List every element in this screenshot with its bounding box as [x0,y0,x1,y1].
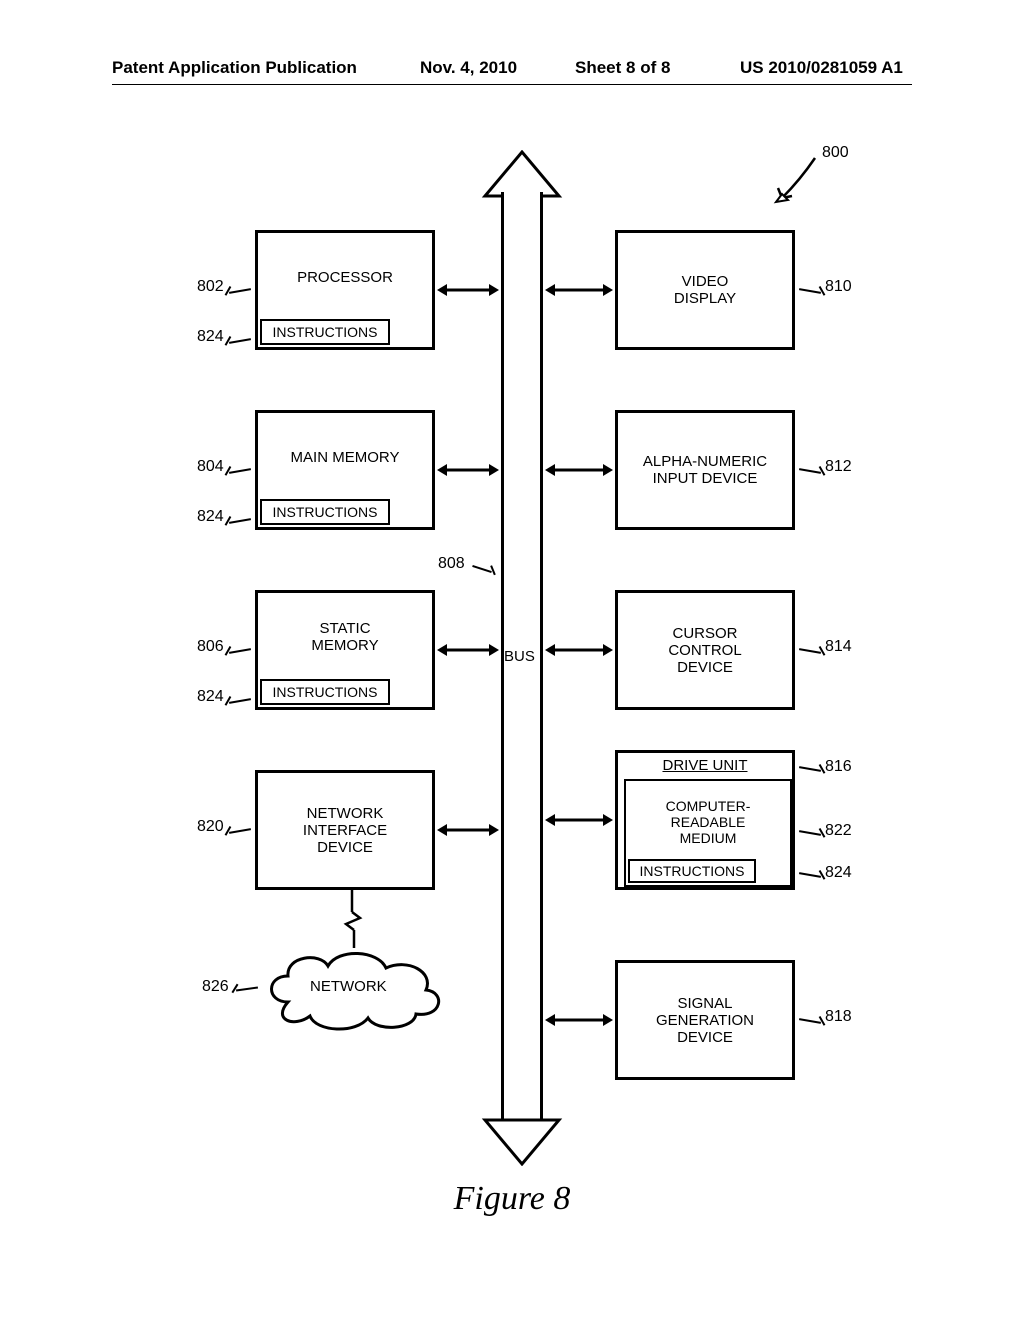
block-label: ALPHA-NUMERIC INPUT DEVICE [643,453,767,487]
ref-label: 824 [197,508,224,526]
block-static-memory: STATIC MEMORYINSTRUCTIONS [255,590,435,710]
bus-connector [543,642,615,658]
block-main-memory: MAIN MEMORY INSTRUCTIONS [255,410,435,530]
block-cursor-control: CURSOR CONTROL DEVICE [615,590,795,710]
block-label: PROCESSOR [297,269,393,312]
ref-label: 812 [825,458,852,476]
ref-label: 824 [825,864,852,882]
ref-tick [799,468,821,474]
block-label: MAIN MEMORY [291,449,400,492]
ref-label: 824 [197,688,224,706]
ref-tick [229,468,251,474]
ref-tick [229,338,251,344]
bus-connector [435,822,501,838]
instructions-box: INSTRUCTIONS [628,859,756,883]
block-diagram: 800 BUS 808 PROCESSORINSTRUCTIONS802824 … [0,150,1024,1150]
ref-label: 802 [197,278,224,296]
overall-ref-label: 800 [822,144,849,162]
block-label: VIDEO DISPLAY [674,273,736,307]
header-rule [112,84,912,85]
ref-tick [799,648,821,654]
ref-label: 822 [825,822,852,840]
block-alpha-input: ALPHA-NUMERIC INPUT DEVICE [615,410,795,530]
nested-medium-box: COMPUTER- READABLE MEDIUMINSTRUCTIONS [624,779,792,887]
bus-label: BUS [504,648,535,665]
bus-connector [435,282,501,298]
bus-connector [543,282,615,298]
bus-arrow-bottom [481,1116,563,1166]
bus-connector [543,462,615,478]
ref-tick [799,288,821,294]
bus-connector [435,642,501,658]
ref-tick [229,828,251,834]
figure-caption: Figure 8 [0,1180,1024,1218]
instructions-box: INSTRUCTIONS [260,319,390,345]
header-date: Nov. 4, 2010 [420,58,517,78]
block-signal-gen: SIGNAL GENERATION DEVICE [615,960,795,1080]
ref-tick [799,766,821,772]
block-label: SIGNAL GENERATION DEVICE [656,995,754,1046]
overall-ref-pointer [770,150,830,210]
block-video-display: VIDEO DISPLAY [615,230,795,350]
bus-connector [543,1012,615,1028]
block-label: NETWORK INTERFACE DEVICE [303,805,387,856]
block-label: STATIC MEMORY [311,620,378,680]
header-patent-number: US 2010/0281059 A1 [740,58,903,78]
page: Patent Application Publication Nov. 4, 2… [0,0,1024,1320]
ref-tick [229,518,251,524]
bus-ref-tick [472,565,492,573]
instructions-box: INSTRUCTIONS [260,679,390,705]
cloud-ref-tick [236,986,258,991]
ref-tick [799,1018,821,1024]
ref-label: 816 [825,758,852,776]
block-net-interface: NETWORK INTERFACE DEVICE [255,770,435,890]
bus-connector [435,462,501,478]
block-label: DRIVE UNIT [618,757,792,774]
net-to-cloud-line [340,890,370,950]
block-processor: PROCESSOR INSTRUCTIONS [255,230,435,350]
ref-tick [799,872,821,878]
ref-label: 820 [197,818,224,836]
instructions-box: INSTRUCTIONS [260,499,390,525]
bus-connector [543,812,615,828]
header-publication: Patent Application Publication [112,58,357,78]
ref-tick [229,648,251,654]
ref-label: 824 [197,328,224,346]
header-sheet: Sheet 8 of 8 [575,58,670,78]
ref-tick [229,698,251,704]
cloud-label: NETWORK [310,978,387,995]
bus-ref-label: 808 [438,555,465,573]
ref-label: 818 [825,1008,852,1026]
ref-label: 814 [825,638,852,656]
ref-label: 806 [197,638,224,656]
ref-label: 810 [825,278,852,296]
ref-label: 804 [197,458,224,476]
ref-tick [229,288,251,294]
nested-label: COMPUTER- READABLE MEDIUM [666,798,751,868]
ref-tick [799,830,821,836]
block-label: CURSOR CONTROL DEVICE [668,625,741,676]
cloud-ref: 826 [202,978,229,996]
block-drive-unit: DRIVE UNIT COMPUTER- READABLE MEDIUMINSTR… [615,750,795,890]
